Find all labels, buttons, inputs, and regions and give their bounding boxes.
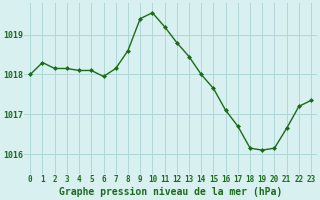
X-axis label: Graphe pression niveau de la mer (hPa): Graphe pression niveau de la mer (hPa) (59, 187, 282, 197)
